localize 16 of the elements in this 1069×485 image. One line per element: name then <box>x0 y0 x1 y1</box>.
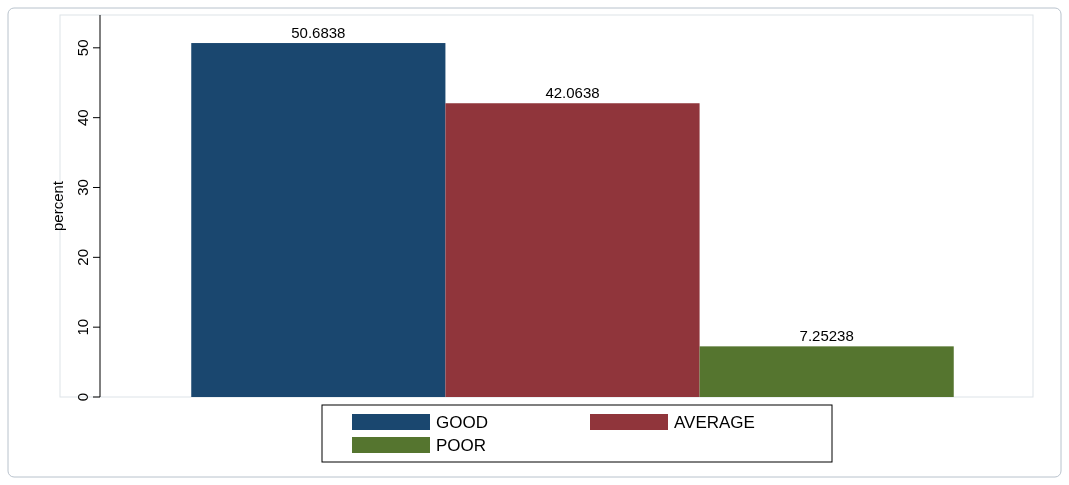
legend-label: GOOD <box>436 413 488 432</box>
data-label: 42.0638 <box>545 84 600 102</box>
data-label: 7.25238 <box>799 327 854 345</box>
legend-label: AVERAGE <box>674 413 755 432</box>
bar <box>191 43 446 397</box>
bar <box>699 346 954 397</box>
y-tick-label: 50 <box>74 39 91 57</box>
y-axis-title: percent <box>49 180 66 232</box>
y-tick-label: 20 <box>74 248 91 266</box>
bar <box>445 103 700 397</box>
y-tick-label: 30 <box>74 179 91 196</box>
y-tick-label: 40 <box>74 109 91 126</box>
legend-label: POOR <box>436 436 487 455</box>
data-label: 50.6838 <box>291 24 346 42</box>
y-tick-label: 10 <box>74 318 91 336</box>
y-tick-label: 0 <box>74 392 91 402</box>
